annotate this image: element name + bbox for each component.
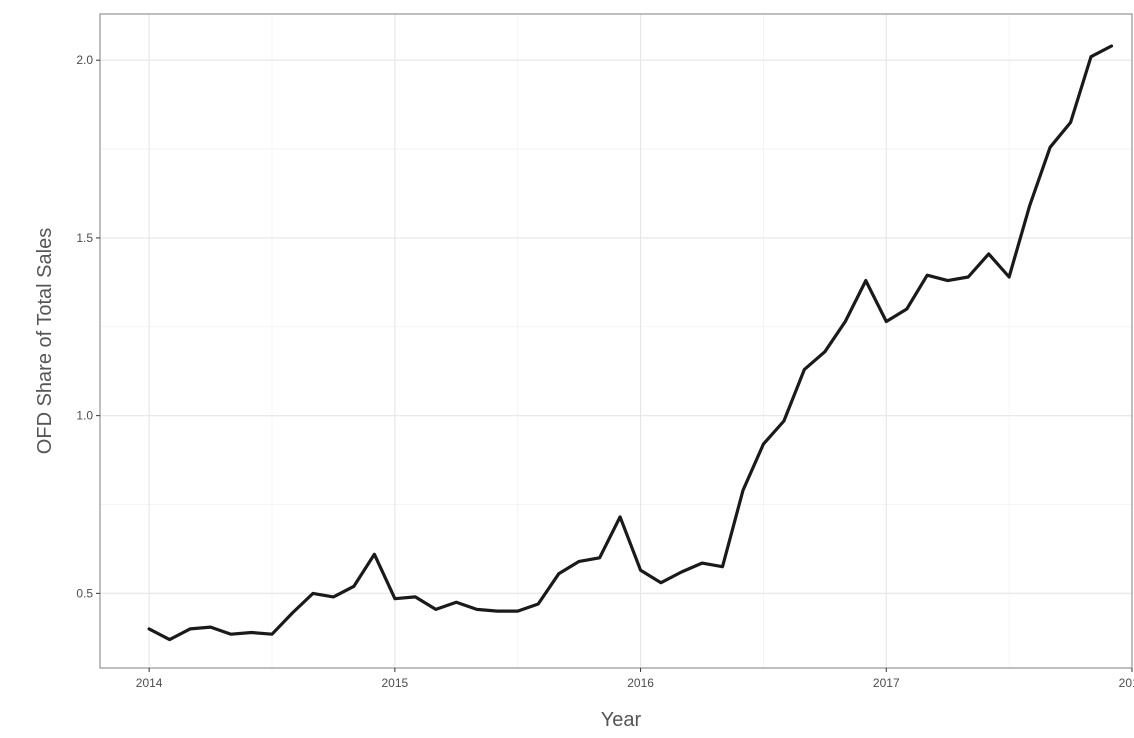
- x-tick-label: 2015: [382, 676, 409, 690]
- tick-layer: 2014 2015 2016 2017 2018 0.5 1.0 1.5 2.0: [76, 53, 1134, 690]
- y-tick-label: 2.0: [76, 53, 93, 67]
- y-axis-title: OFD Share of Total Sales: [34, 228, 56, 454]
- x-axis-title: Year: [601, 709, 642, 731]
- y-tick-label: 1.5: [76, 231, 93, 245]
- x-tick-label: 2014: [136, 676, 163, 690]
- x-tick-label: 2018: [1119, 676, 1134, 690]
- series-layer: [147, 44, 1114, 642]
- y-tick-label: 0.5: [76, 586, 93, 600]
- grid-layer: [100, 14, 1133, 668]
- series-line: [147, 44, 1114, 642]
- x-tick-label: 2017: [873, 676, 900, 690]
- panel-border: [99, 13, 1133, 669]
- x-tick-label: 2016: [627, 676, 654, 690]
- y-tick-label: 1.0: [76, 409, 93, 423]
